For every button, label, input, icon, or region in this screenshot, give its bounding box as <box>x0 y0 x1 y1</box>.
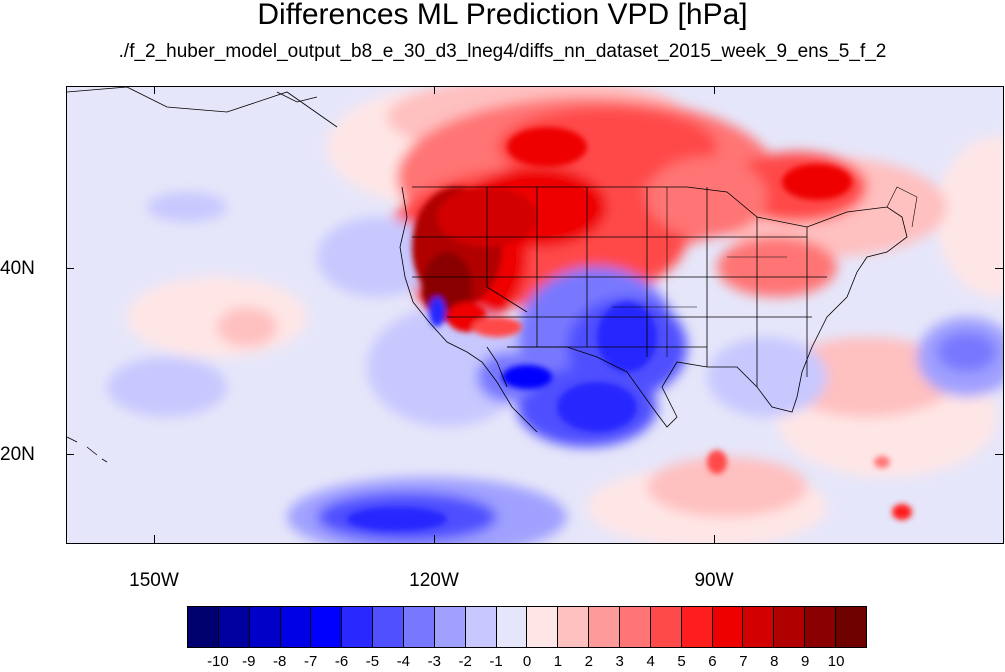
colorbar-label: -4 <box>396 653 411 670</box>
colorbar-label: -9 <box>242 653 256 670</box>
colorbar-label: 3 <box>615 653 624 670</box>
lat-tick-20n-right <box>995 454 1003 455</box>
lon-tick-120w-top <box>434 86 435 94</box>
colorbar-label: 0 <box>522 653 532 670</box>
colorbar-label: -5 <box>365 653 380 670</box>
vpd-difference-field <box>67 87 1003 543</box>
colorbar-swatch <box>743 607 775 647</box>
lat-label-40n: 40N <box>0 258 35 279</box>
lat-tick-40n-right <box>995 268 1003 269</box>
colorbar-swatch <box>311 607 343 647</box>
colorbar-label: 6 <box>708 653 717 670</box>
lat-tick-20n-left <box>66 454 74 455</box>
colorbar-swatch <box>404 607 435 647</box>
colorbar-swatch <box>342 607 374 647</box>
colorbar-swatch <box>496 607 528 647</box>
lon-tick-120w <box>434 535 435 543</box>
colorbar-label: -7 <box>303 653 318 670</box>
colorbar-swatch <box>249 607 281 647</box>
colorbar-swatch <box>620 607 651 647</box>
plot-subtitle: ./f_2_huber_model_output_b8_e_30_d3_lneg… <box>118 41 887 62</box>
lon-tick-90w-top <box>714 86 715 94</box>
colorbar-swatch <box>188 607 219 647</box>
colorbar-swatch <box>712 607 744 647</box>
colorbar-label: -1 <box>489 653 503 670</box>
colorbar-label: -2 <box>458 653 472 670</box>
colorbar-swatch <box>681 607 713 647</box>
lon-tick-150w-top <box>154 86 155 94</box>
lat-tick-40n-left <box>66 268 74 269</box>
colorbar-label: 1 <box>553 653 563 670</box>
colorbar <box>187 606 867 648</box>
lat-label-20n: 20N <box>0 444 35 465</box>
colorbar-swatch <box>218 607 250 647</box>
colorbar-swatch <box>805 607 837 647</box>
colorbar-label: 2 <box>584 653 593 670</box>
colorbar-label: 5 <box>677 653 686 670</box>
colorbar-label: 4 <box>646 653 655 670</box>
colorbar-swatch <box>558 607 590 647</box>
lon-label-90w: 90W <box>694 570 734 591</box>
lon-tick-150w <box>154 535 155 543</box>
colorbar-swatch <box>280 607 312 647</box>
colorbar-swatch <box>527 607 559 647</box>
colorbar-swatch <box>836 607 866 647</box>
colorbar-label: -6 <box>334 653 349 670</box>
colorbar-label: 8 <box>770 653 779 670</box>
colorbar-swatch <box>434 607 466 647</box>
lon-tick-90w <box>714 535 715 543</box>
colorbar-label: 7 <box>739 653 748 670</box>
colorbar-swatch <box>650 607 682 647</box>
colorbar-label: 10 <box>827 653 845 670</box>
colorbar-swatch <box>373 607 405 647</box>
lon-label-150w: 150W <box>129 570 179 591</box>
colorbar-label: -3 <box>427 653 441 670</box>
colorbar-label: -10 <box>207 653 229 670</box>
colorbar-label: -8 <box>273 653 287 670</box>
plot-title: Differences ML Prediction VPD [hPa] <box>257 0 748 31</box>
colorbar-swatch <box>465 607 497 647</box>
colorbar-swatch <box>774 607 806 647</box>
lon-label-120w: 120W <box>409 570 459 591</box>
colorbar-swatch <box>589 607 621 647</box>
colorbar-label: 9 <box>801 653 810 670</box>
map-panel <box>66 86 1004 544</box>
